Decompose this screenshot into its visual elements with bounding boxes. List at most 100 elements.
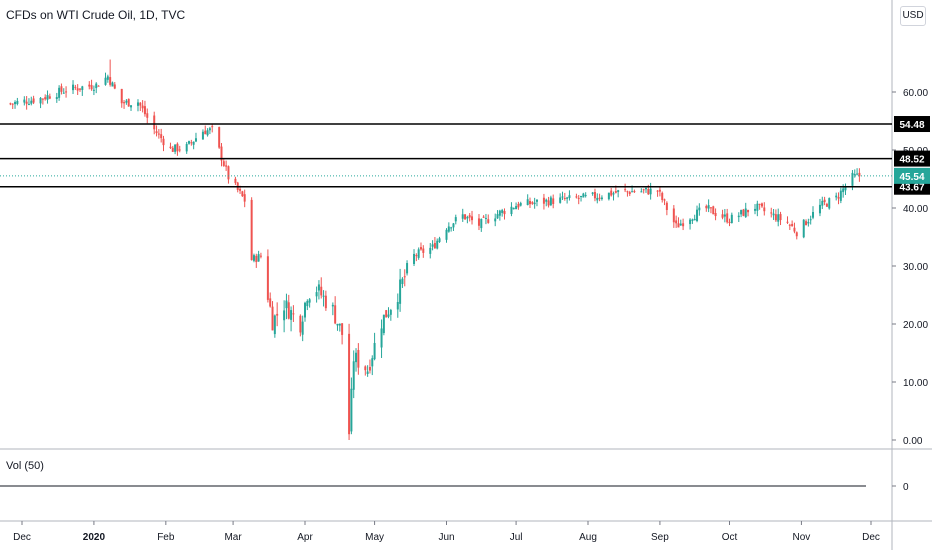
candle-body — [338, 323, 341, 326]
candle-body — [835, 195, 838, 198]
candle-body — [336, 323, 339, 326]
candle-body — [452, 223, 455, 228]
candle-body — [763, 207, 766, 212]
candle-body — [178, 149, 181, 151]
candle-body — [723, 214, 726, 217]
candle-body — [81, 86, 84, 90]
candle-body — [580, 196, 583, 198]
candle-body — [593, 191, 596, 199]
currency-button[interactable]: USD — [900, 6, 926, 26]
candle-body — [252, 255, 255, 261]
candle-body — [477, 218, 480, 226]
candle-body — [791, 224, 794, 227]
candle-body — [30, 100, 33, 104]
candle-body — [679, 223, 682, 226]
level-price-label: 48.52 — [899, 155, 924, 166]
candle-body — [529, 201, 532, 205]
candle-body — [825, 203, 828, 207]
candle-body — [273, 315, 276, 335]
candle-body — [399, 279, 402, 304]
level-price-tag — [894, 116, 930, 133]
candle-body — [366, 371, 369, 374]
candle-body — [106, 76, 109, 80]
candle-body — [27, 103, 30, 105]
candle-body — [737, 215, 740, 218]
candle-body — [445, 229, 448, 240]
candle-body — [837, 197, 840, 199]
candle-body — [174, 144, 177, 152]
candle-body — [730, 214, 733, 224]
candle-body — [591, 192, 594, 194]
candle-body — [220, 146, 223, 161]
candle-body — [222, 161, 225, 166]
candle-body — [160, 134, 163, 139]
level-price-label: 54.48 — [899, 120, 924, 131]
x-tick-label: Oct — [722, 532, 738, 543]
candle-body — [194, 138, 197, 142]
candle-body — [707, 205, 710, 209]
y-tick-label: 20.00 — [903, 320, 928, 331]
candle-body — [368, 367, 371, 371]
candle-body — [689, 219, 692, 225]
candle-body — [396, 301, 399, 310]
candle-body — [111, 82, 114, 87]
candle-body — [334, 305, 337, 324]
candle-body — [97, 85, 100, 87]
candle-body — [90, 85, 93, 90]
candle-body — [225, 165, 228, 167]
y-tick-label: 30.00 — [903, 262, 928, 273]
candle-body — [65, 91, 68, 93]
candle-body — [16, 100, 19, 104]
candle-body — [663, 199, 666, 201]
candle-body — [561, 196, 564, 198]
candle-body — [559, 197, 562, 203]
candle-body — [95, 83, 98, 89]
candle-body — [691, 219, 694, 221]
candle-body — [373, 342, 376, 360]
candle-body — [461, 214, 464, 219]
candle-body — [758, 203, 761, 205]
candle-body — [566, 197, 569, 199]
candle-body — [721, 214, 724, 218]
candle-body — [429, 247, 432, 254]
candle-body — [72, 84, 75, 91]
candle-body — [503, 210, 506, 215]
candle-body — [78, 88, 81, 90]
candle-body — [568, 195, 571, 198]
candle-body — [292, 313, 295, 315]
candle-body — [25, 101, 28, 104]
candle-body — [431, 244, 434, 247]
candle-body — [802, 219, 805, 238]
candle-body — [320, 286, 323, 296]
candle-body — [844, 186, 847, 191]
candle-body — [48, 96, 51, 99]
candle-body — [206, 130, 209, 136]
candle-body — [387, 314, 390, 317]
candle-body — [136, 102, 139, 106]
candle-body — [501, 210, 504, 213]
candle-body — [842, 188, 845, 193]
candle-body — [726, 213, 729, 223]
candle-body — [62, 92, 65, 94]
candle-body — [545, 199, 548, 202]
candle-body — [665, 202, 668, 210]
candle-body — [364, 366, 367, 371]
candle-body — [533, 202, 536, 205]
candle-body — [607, 192, 610, 200]
candle-body — [774, 214, 777, 221]
candle-body — [76, 88, 79, 91]
candle-body — [584, 195, 587, 197]
candle-body — [257, 254, 260, 262]
candle-body — [125, 100, 128, 103]
candle-body — [482, 216, 485, 218]
candle-body — [519, 203, 522, 206]
candle-body — [696, 209, 699, 222]
candle-body — [350, 388, 353, 432]
candle-body — [355, 352, 358, 363]
candle-body — [471, 216, 474, 221]
candle-body — [714, 212, 717, 217]
volume-label: Vol (50) — [6, 460, 44, 472]
candle-body — [324, 295, 327, 309]
candle-body — [795, 232, 798, 237]
